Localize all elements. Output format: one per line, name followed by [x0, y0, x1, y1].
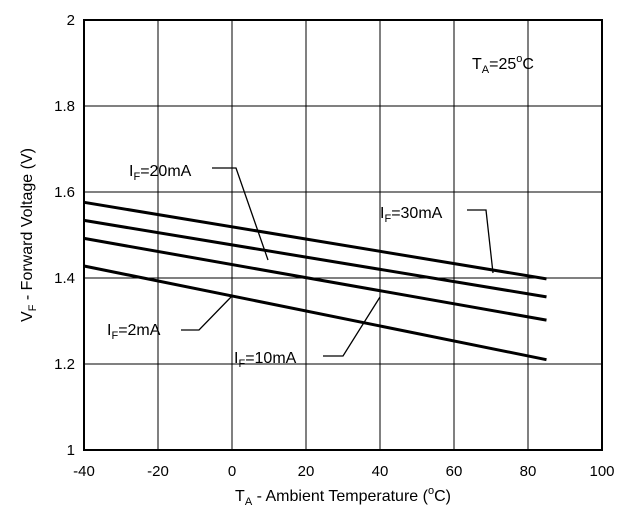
series-label-10ma: IF=10mA	[234, 350, 297, 370]
callout-leader-line	[181, 295, 233, 331]
y-tick-label: 1.2	[54, 356, 75, 373]
y-tick-labels: 1 1.2 1.4 1.6 1.8 2	[54, 12, 75, 459]
series-lines	[83, 200, 547, 362]
series-line-30ma	[83, 200, 547, 281]
callout-leader-line	[323, 296, 381, 357]
x-tick-labels: -40 -20 0 20 40 60 80 100	[73, 463, 614, 480]
y-tick-label: 1.8	[54, 98, 75, 115]
series-label-20ma: IF=20mA	[129, 163, 192, 183]
x-tick-label: 60	[446, 463, 463, 480]
x-tick-label: 80	[520, 463, 537, 480]
callout-leader-line	[212, 167, 269, 261]
series-label-2ma: IF=2mA	[107, 322, 161, 342]
callout-leader-line	[467, 209, 494, 274]
series-label-30ma: IF=30mA	[380, 205, 443, 225]
y-tick-label: 1.4	[54, 270, 75, 287]
x-tick-label: -40	[73, 463, 95, 480]
y-axis-title: VF - Forward Voltage (V)	[19, 148, 39, 322]
x-axis-title: TA - Ambient Temperature (oC)	[235, 485, 451, 508]
callout-leaders	[181, 167, 494, 357]
plot-frame	[83, 19, 603, 451]
x-tick-label: -20	[147, 463, 169, 480]
series-line-10ma	[83, 236, 547, 322]
x-tick-label: 0	[228, 463, 236, 480]
y-tick-label: 1.6	[54, 184, 75, 201]
series-line-2ma	[83, 264, 547, 362]
x-tick-label: 20	[298, 463, 315, 480]
x-tick-label: 100	[589, 463, 614, 480]
series-line-20ma	[83, 218, 547, 299]
x-tick-label: 40	[372, 463, 389, 480]
grid	[83, 19, 603, 451]
y-tick-label: 2	[67, 12, 75, 29]
condition-annotation: TA=25oC	[472, 53, 534, 76]
y-tick-label: 1	[67, 442, 75, 459]
